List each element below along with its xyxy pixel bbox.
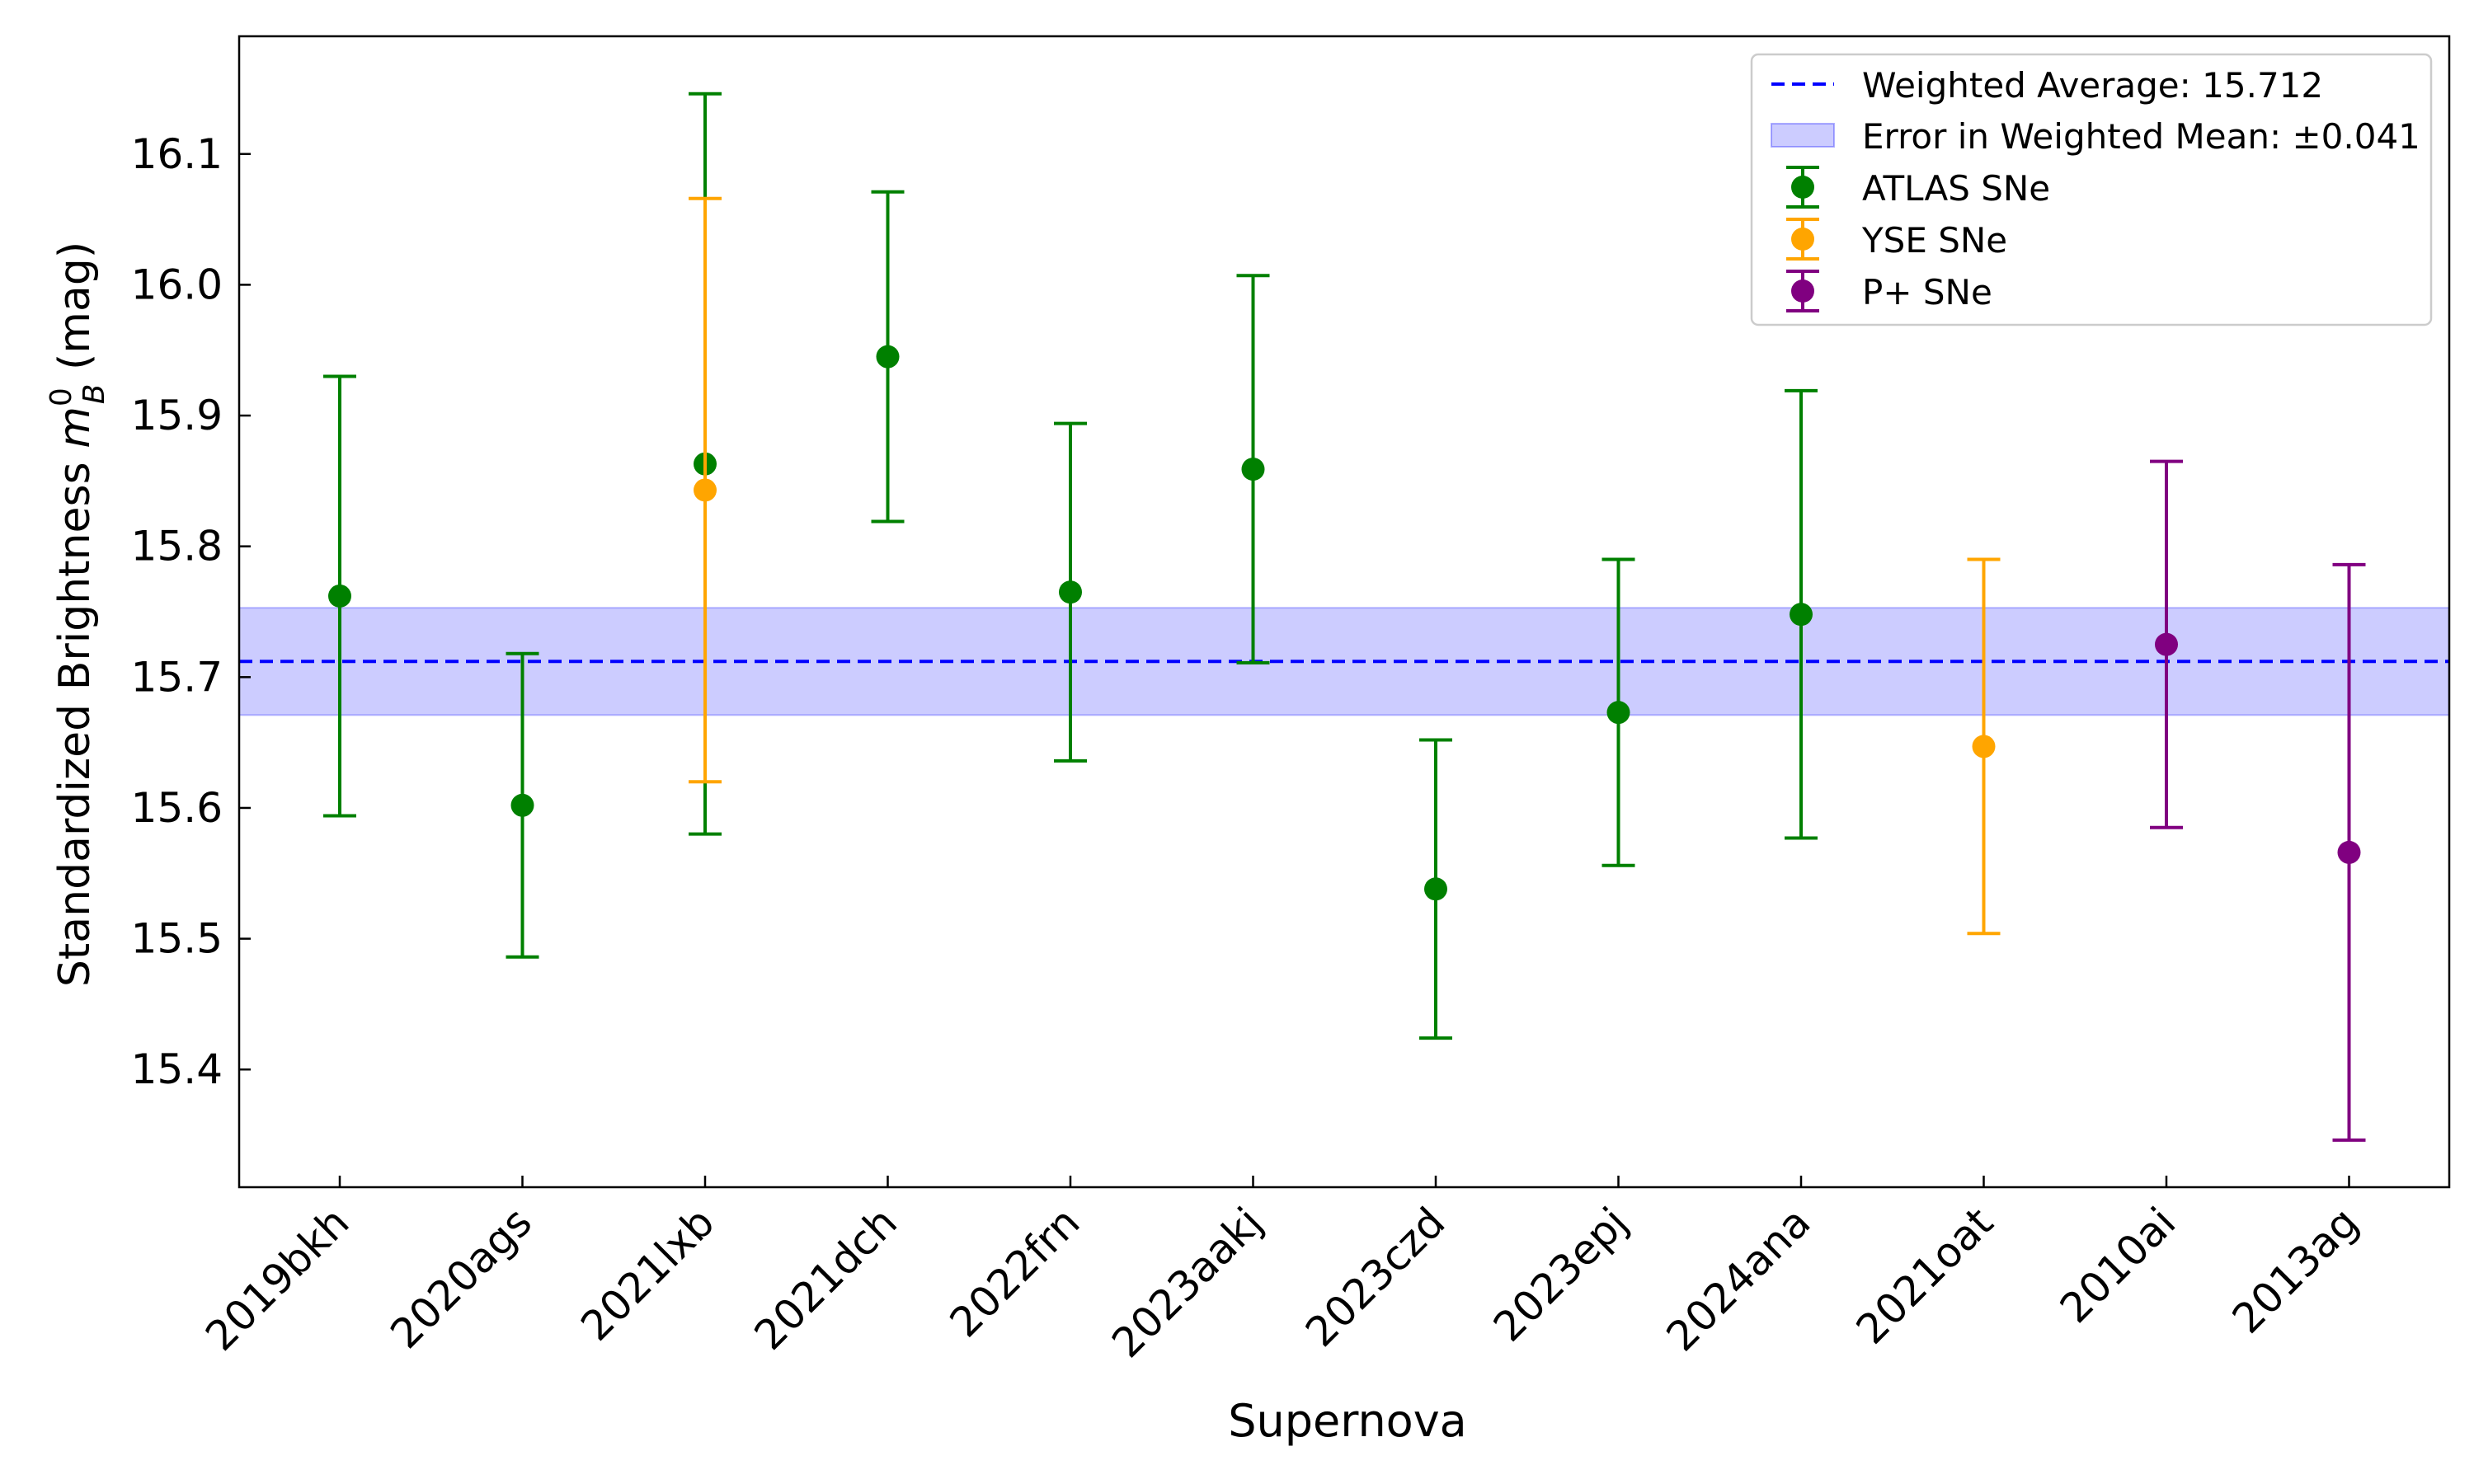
data-point-2023czd	[1419, 738, 1452, 1040]
data-marker	[510, 793, 534, 817]
data-point-2021oat	[1967, 557, 2001, 936]
data-point-2022frn	[1054, 421, 1087, 763]
y-axis-label-suffix: (mag)	[50, 242, 100, 384]
y-axis-label: Standardized Brightness m0B (mag)	[45, 242, 111, 987]
data-marker	[1972, 735, 1996, 758]
y-axis: 15.4 15.5 15.6 15.7 15.8 15.9 16.0 16.1	[131, 130, 251, 1093]
data-marker	[876, 345, 900, 369]
data-marker	[1059, 580, 1082, 604]
legend-swatch-yse	[1786, 218, 1819, 261]
legend-marker	[1791, 176, 1814, 199]
data-point-2019bkh	[323, 374, 356, 818]
y-tick-label: 15.9	[131, 392, 223, 439]
legend-label-pplus: P+ SNe	[1862, 272, 1992, 312]
y-tick-label: 16.0	[131, 261, 223, 308]
y-tick-label: 15.8	[131, 523, 223, 571]
data-point-2010ai	[2150, 459, 2183, 829]
data-marker	[2155, 632, 2178, 656]
legend-marker	[1791, 228, 1814, 251]
legend-swatch-pplus	[1786, 270, 1819, 312]
y-axis-label-sup: 0	[45, 387, 78, 406]
data-marker	[1241, 458, 1265, 481]
data-point-2024ana	[1785, 388, 1818, 840]
legend-label-yse: YSE SNe	[1861, 220, 2007, 261]
data-marker	[1606, 701, 1630, 725]
legend-label-weighted-average: Weighted Average: 15.712	[1862, 65, 2323, 106]
legend-swatch-error-band	[1771, 123, 1835, 148]
axes-frame	[238, 35, 2451, 1189]
x-axis-label: Supernova	[1228, 1395, 1467, 1447]
data-point-2021lxb	[689, 196, 722, 784]
legend-label-atlas: ATLAS SNe	[1862, 168, 2050, 209]
legend-swatch-atlas	[1786, 166, 1819, 209]
data-point-2023epj	[1602, 557, 1635, 867]
legend: Weighted Average: 15.712 Error in Weight…	[1750, 53, 2433, 326]
data-marker	[1424, 877, 1447, 901]
data-point-2020ags	[506, 651, 539, 959]
series-2	[2150, 459, 2366, 1142]
series-1	[689, 196, 2001, 936]
data-marker	[1790, 603, 1813, 627]
y-axis-label-prefix: Standardized Brightness	[50, 448, 100, 987]
data-point-2023aakj	[1236, 274, 1270, 665]
y-tick-label: 15.4	[131, 1045, 223, 1093]
y-tick-label: 15.5	[131, 915, 223, 963]
y-tick-label: 16.1	[131, 130, 223, 178]
legend-marker	[1791, 279, 1814, 303]
y-axis-label-sub: B	[78, 384, 111, 405]
data-marker	[328, 584, 351, 608]
series-layer	[323, 92, 2366, 1142]
y-tick-label: 15.6	[131, 784, 223, 832]
legend-box	[1750, 53, 2433, 326]
legend-label-error-band: Error in Weighted Mean: ±0.041	[1862, 116, 2420, 157]
y-axis-label-symbol: m	[50, 406, 100, 448]
plot-area	[238, 92, 2450, 1142]
data-point-2013ag	[2332, 562, 2366, 1142]
y-tick-label: 15.7	[131, 653, 223, 701]
data-marker	[2337, 840, 2361, 864]
data-point-2021dch	[871, 190, 905, 524]
data-marker	[694, 478, 717, 502]
